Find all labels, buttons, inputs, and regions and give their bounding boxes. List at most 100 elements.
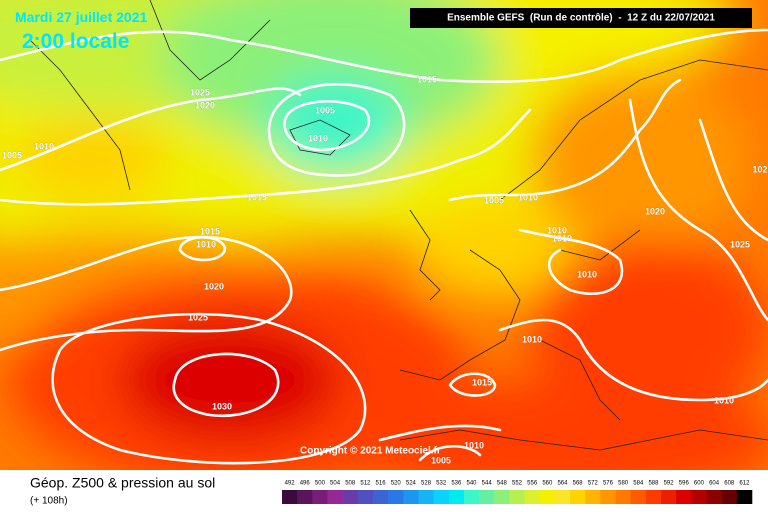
coastline	[29, 0, 768, 451]
scale-label: 552	[512, 481, 523, 487]
isobar-label: 1015	[472, 377, 492, 387]
scale-label: 532	[436, 481, 447, 487]
isobar-label: 1010	[552, 233, 572, 243]
scale-cell	[706, 490, 722, 504]
isobar-label: 1010	[714, 395, 734, 405]
scale-cell	[388, 490, 404, 504]
scale-cell	[342, 490, 359, 504]
scale-label: 584	[633, 481, 644, 487]
scale-label: 560	[542, 481, 553, 487]
scale-label: 520	[391, 481, 402, 487]
scale-cell	[600, 490, 616, 504]
scale-label: 536	[451, 481, 462, 487]
scale-label: 576	[603, 481, 614, 487]
color-scale: 492 496 500 504 508 512 516 520 524 528 532 536 540 5…	[282, 481, 753, 504]
scale-cell	[509, 490, 525, 504]
scale-label: 580	[618, 481, 629, 487]
scale-cell	[721, 490, 738, 504]
scale-cell	[433, 490, 450, 504]
scale-label: 512	[360, 481, 371, 487]
isobar-label: 1010	[34, 141, 54, 151]
scale-cell	[463, 490, 480, 504]
copyright: Copyright © 2021 Meteociel.fr	[300, 446, 441, 457]
scale-cell	[691, 490, 707, 504]
isobar-label: 1025	[190, 87, 210, 97]
scale-cell	[372, 490, 389, 504]
isobar-label: 1020	[204, 281, 224, 291]
isobar-label: 1010	[196, 239, 216, 249]
isobar-label: 1015	[417, 74, 437, 84]
isobar-label: 1005	[2, 150, 22, 160]
scale-cell	[282, 490, 298, 504]
isobar-label: 1010	[518, 192, 538, 202]
scale-cell	[615, 490, 632, 504]
scale-label: 568	[573, 481, 584, 487]
isobar-label: 1010	[464, 440, 484, 450]
scale-cell	[661, 490, 677, 504]
scale-label: 508	[345, 481, 356, 487]
scale-label: 548	[497, 481, 508, 487]
scale-label: 612	[739, 481, 750, 487]
scale-cell	[736, 490, 753, 504]
footer-title: Géop. Z500 & pression au sol	[30, 475, 215, 491]
isobar-labels: 1025 1020 1005 1010 1015 1005 1010 1015 1015 1010…	[2, 74, 768, 466]
scale-label: 504	[330, 481, 341, 487]
scale-cell	[554, 490, 571, 504]
scale-label: 596	[679, 481, 690, 487]
scale-label: 540	[467, 481, 478, 487]
scale-label: 588	[648, 481, 659, 487]
scale-cell	[585, 490, 601, 504]
scale-label: 516	[376, 481, 387, 487]
scale-label: 524	[406, 481, 417, 487]
isobar-label: 1025	[188, 312, 208, 322]
isobar-label: 1010	[577, 269, 597, 279]
scale-label: 528	[421, 481, 432, 487]
run-box	[410, 8, 752, 28]
isobar-label: 1030	[212, 401, 232, 411]
isobar-label: 102	[752, 164, 767, 174]
scale-cell	[524, 490, 541, 504]
scale-cell	[357, 490, 374, 504]
scale-cell	[645, 490, 662, 504]
isobar-label: 1020	[645, 206, 665, 216]
scale-cell	[479, 490, 495, 504]
scale-cell	[676, 490, 692, 504]
field-blobs	[0, 0, 768, 470]
isobar-label: 1020	[195, 100, 215, 110]
isobar-label: 1010	[522, 334, 542, 344]
scale-label: 600	[694, 481, 705, 487]
scale-label: 500	[315, 481, 326, 487]
scale-label: 544	[482, 481, 493, 487]
scale-cell	[539, 490, 556, 504]
scale-cell	[297, 490, 313, 504]
scale-cell	[327, 490, 343, 504]
isobar-label: 1025	[730, 239, 750, 249]
isobars	[0, 28, 768, 465]
scale-cell	[494, 490, 510, 504]
isobar-label: 1005	[315, 105, 335, 115]
scale-label: 492	[285, 481, 296, 487]
scale-cell	[570, 490, 586, 504]
scale-label: 604	[709, 481, 720, 487]
scale-cell	[312, 490, 328, 504]
scale-label: 608	[724, 481, 735, 487]
scale-cell	[403, 490, 419, 504]
isobar-label: 1010	[308, 133, 328, 143]
scale-cell	[418, 490, 434, 504]
isobar-label: 1015	[200, 226, 220, 236]
isobar-label: 1010	[547, 225, 567, 235]
scale-label: 496	[300, 481, 311, 487]
run-info: Ensemble GEFS (Run de contrôle) - 12 Z d…	[447, 13, 715, 24]
isobar-label: 1005	[431, 455, 451, 465]
date: Mardi 27 juillet 2021	[15, 9, 147, 25]
isobar-label: 1015	[247, 192, 267, 202]
footer-lead: (+ 108h)	[30, 496, 68, 507]
scale-label: 572	[588, 481, 599, 487]
local-time: 2:00 locale	[22, 30, 129, 53]
scale-cell	[630, 490, 647, 504]
field	[0, 0, 768, 470]
scale-label: 556	[527, 481, 538, 487]
scale-label: 592	[664, 481, 675, 487]
isobar-label: 1005	[484, 195, 504, 205]
